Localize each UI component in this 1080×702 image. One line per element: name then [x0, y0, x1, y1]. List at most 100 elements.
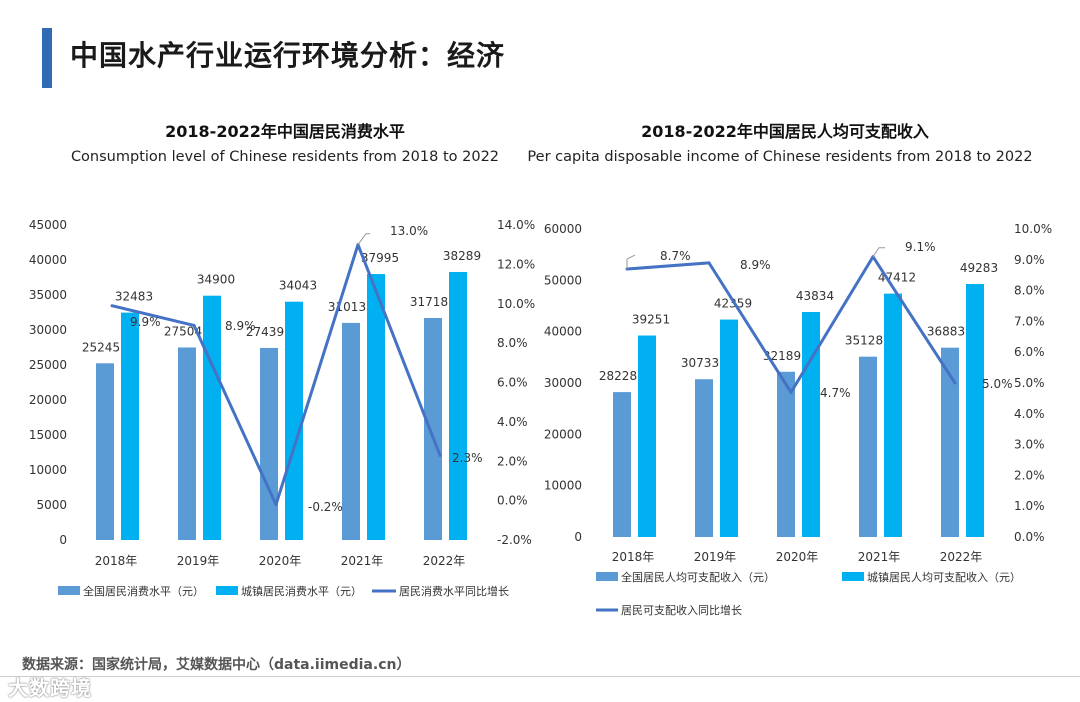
chart2-growth-point — [707, 261, 711, 265]
chart2-subtitle: Per capita disposable income of Chinese … — [527, 149, 1033, 165]
chart1-x-tick-label: 2022年 — [423, 554, 466, 568]
chart1-growth-point — [438, 453, 442, 457]
chart2-y2-tick-label: 0.0% — [1014, 530, 1045, 544]
chart1-growth-point — [192, 323, 196, 327]
chart2-bar-urban — [638, 335, 656, 537]
data-source-note: 数据来源：国家统计局，艾媒数据中心（data.iimedia.cn） — [22, 657, 411, 673]
chart2-legend-swatch — [596, 572, 618, 581]
chart1-bar-national — [342, 322, 360, 540]
chart2-growth-label: 9.1% — [905, 240, 936, 254]
chart1-growth-point — [274, 503, 278, 507]
chart1-bar-national-label: 27504 — [164, 324, 202, 338]
chart2-bar-urban — [884, 293, 902, 537]
chart1-x-tick-label: 2021年 — [341, 554, 384, 568]
chart2-y2-tick-label: 9.0% — [1014, 253, 1045, 267]
chart1-y2-tick-label: 4.0% — [497, 415, 528, 429]
chart2-title: 2018-2022年中国居民人均可支配收入 — [641, 122, 929, 141]
chart1-x-tick-label: 2020年 — [259, 554, 302, 568]
chart2-growth-label: 4.7% — [820, 386, 851, 400]
chart1-y-tick-label: 0 — [59, 533, 67, 547]
chart2-legend-swatch — [842, 572, 864, 581]
chart1-y2-tick-label: 0.0% — [497, 494, 528, 508]
chart1-bar-urban — [285, 301, 303, 540]
chart1-y-tick-label: 45000 — [29, 218, 67, 232]
chart2-x-tick-label: 2020年 — [776, 550, 819, 564]
chart2-bar-urban-label: 43834 — [796, 289, 834, 303]
chart1-bar-urban-label: 32483 — [115, 290, 153, 304]
chart2-bar-urban — [966, 284, 984, 537]
chart2-y2-tick-label: 7.0% — [1014, 314, 1045, 328]
chart1-bar-national — [96, 363, 114, 540]
chart2-bar-urban — [720, 319, 738, 537]
chart2-callout-leader — [626, 254, 636, 270]
chart2-y-tick-label: 20000 — [544, 427, 582, 441]
chart2-bar-national-label: 30733 — [681, 356, 719, 370]
chart1-legend-label: 城镇居民消费水平（元） — [241, 584, 362, 598]
chart1-bar-national — [178, 347, 196, 540]
chart1-bar-national-label: 27439 — [246, 325, 284, 339]
chart1-bar-urban — [121, 312, 139, 540]
chart2-x-tick-label: 2018年 — [612, 550, 655, 564]
chart1-growth-point — [110, 304, 114, 308]
page-title: 中国水产行业运行环境分析：经济 — [70, 39, 506, 72]
chart2-x-tick-label: 2022年 — [940, 550, 983, 564]
title-accent-bar — [42, 28, 52, 88]
chart2-bar-national-label: 36883 — [927, 325, 965, 339]
chart1-legend-label: 居民消费水平同比增长 — [399, 584, 509, 598]
chart2-growth-point — [789, 390, 793, 394]
chart1-bar-urban-label: 38289 — [443, 249, 481, 263]
chart1-y-tick-label: 10000 — [29, 463, 67, 477]
chart2-y-tick-label: 50000 — [544, 273, 582, 287]
chart2-y2-tick-label: 1.0% — [1014, 499, 1045, 513]
chart1-bar-urban-label: 37995 — [361, 251, 399, 265]
chart2-bar-national — [613, 392, 631, 537]
chart2-y-tick-label: 30000 — [544, 376, 582, 390]
chart1-title: 2018-2022年中国居民消费水平 — [165, 122, 405, 141]
chart2-y2-tick-label: 3.0% — [1014, 438, 1045, 452]
chart1-growth-label: 8.9% — [225, 319, 256, 333]
chart1-y-tick-label: 15000 — [29, 428, 67, 442]
chart2-y2-tick-label: 4.0% — [1014, 407, 1045, 421]
chart1-growth-label: 13.0% — [390, 224, 428, 238]
chart1-bar-urban-label: 34900 — [197, 273, 235, 287]
chart2-growth-point — [953, 381, 957, 385]
watermark-logo: 大数跨境 — [8, 676, 92, 700]
chart2-bar-urban-label: 49283 — [960, 261, 998, 275]
chart2-bar-urban-label: 39251 — [632, 313, 670, 327]
chart1-y-tick-label: 20000 — [29, 393, 67, 407]
chart1-bar-national — [260, 347, 278, 540]
chart1-y2-tick-label: -2.0% — [497, 533, 532, 547]
chart1-y-tick-label: 25000 — [29, 358, 67, 372]
chart2-growth-label: 8.9% — [740, 258, 771, 272]
chart2-x-tick-label: 2019年 — [694, 550, 737, 564]
chart1-y2-tick-label: 14.0% — [497, 218, 535, 232]
chart1-legend-label: 全国居民消费水平（元） — [83, 584, 204, 598]
chart1-growth-label: 2.3% — [452, 451, 483, 465]
chart2-y2-tick-label: 10.0% — [1014, 222, 1052, 236]
chart1-y2-tick-label: 2.0% — [497, 454, 528, 468]
chart2-growth-label: 8.7% — [660, 249, 691, 263]
chart1-y2-tick-label: 12.0% — [497, 257, 535, 271]
chart2-bar-national — [859, 356, 877, 537]
footer-divider — [0, 676, 1080, 677]
chart2-legend-label: 城镇居民人均可支配收入（元） — [867, 570, 1021, 584]
chart1-bar-national-label: 25245 — [82, 340, 120, 354]
chart2-growth-label: 5.0% — [982, 377, 1013, 391]
chart1-x-tick-label: 2019年 — [177, 554, 220, 568]
chart2-x-tick-label: 2021年 — [858, 550, 901, 564]
chart2-legend-label: 居民可支配收入同比增长 — [621, 603, 742, 617]
chart2-y-tick-label: 40000 — [544, 325, 582, 339]
chart2-y-tick-label: 60000 — [544, 222, 582, 236]
chart2-bar-national — [777, 371, 795, 537]
chart1-y-tick-label: 30000 — [29, 323, 67, 337]
chart1-y-tick-label: 40000 — [29, 253, 67, 267]
chart1-bar-urban — [367, 274, 385, 540]
chart2-bar-urban — [802, 311, 820, 537]
chart1-growth-label: 9.9% — [130, 315, 161, 329]
chart1-legend-swatch — [216, 586, 238, 595]
chart2-y2-tick-label: 5.0% — [1014, 376, 1045, 390]
chart1-growth-label: -0.2% — [308, 500, 343, 514]
chart1-x-tick-label: 2018年 — [95, 554, 138, 568]
chart2-bar-national-label: 28228 — [599, 369, 637, 383]
